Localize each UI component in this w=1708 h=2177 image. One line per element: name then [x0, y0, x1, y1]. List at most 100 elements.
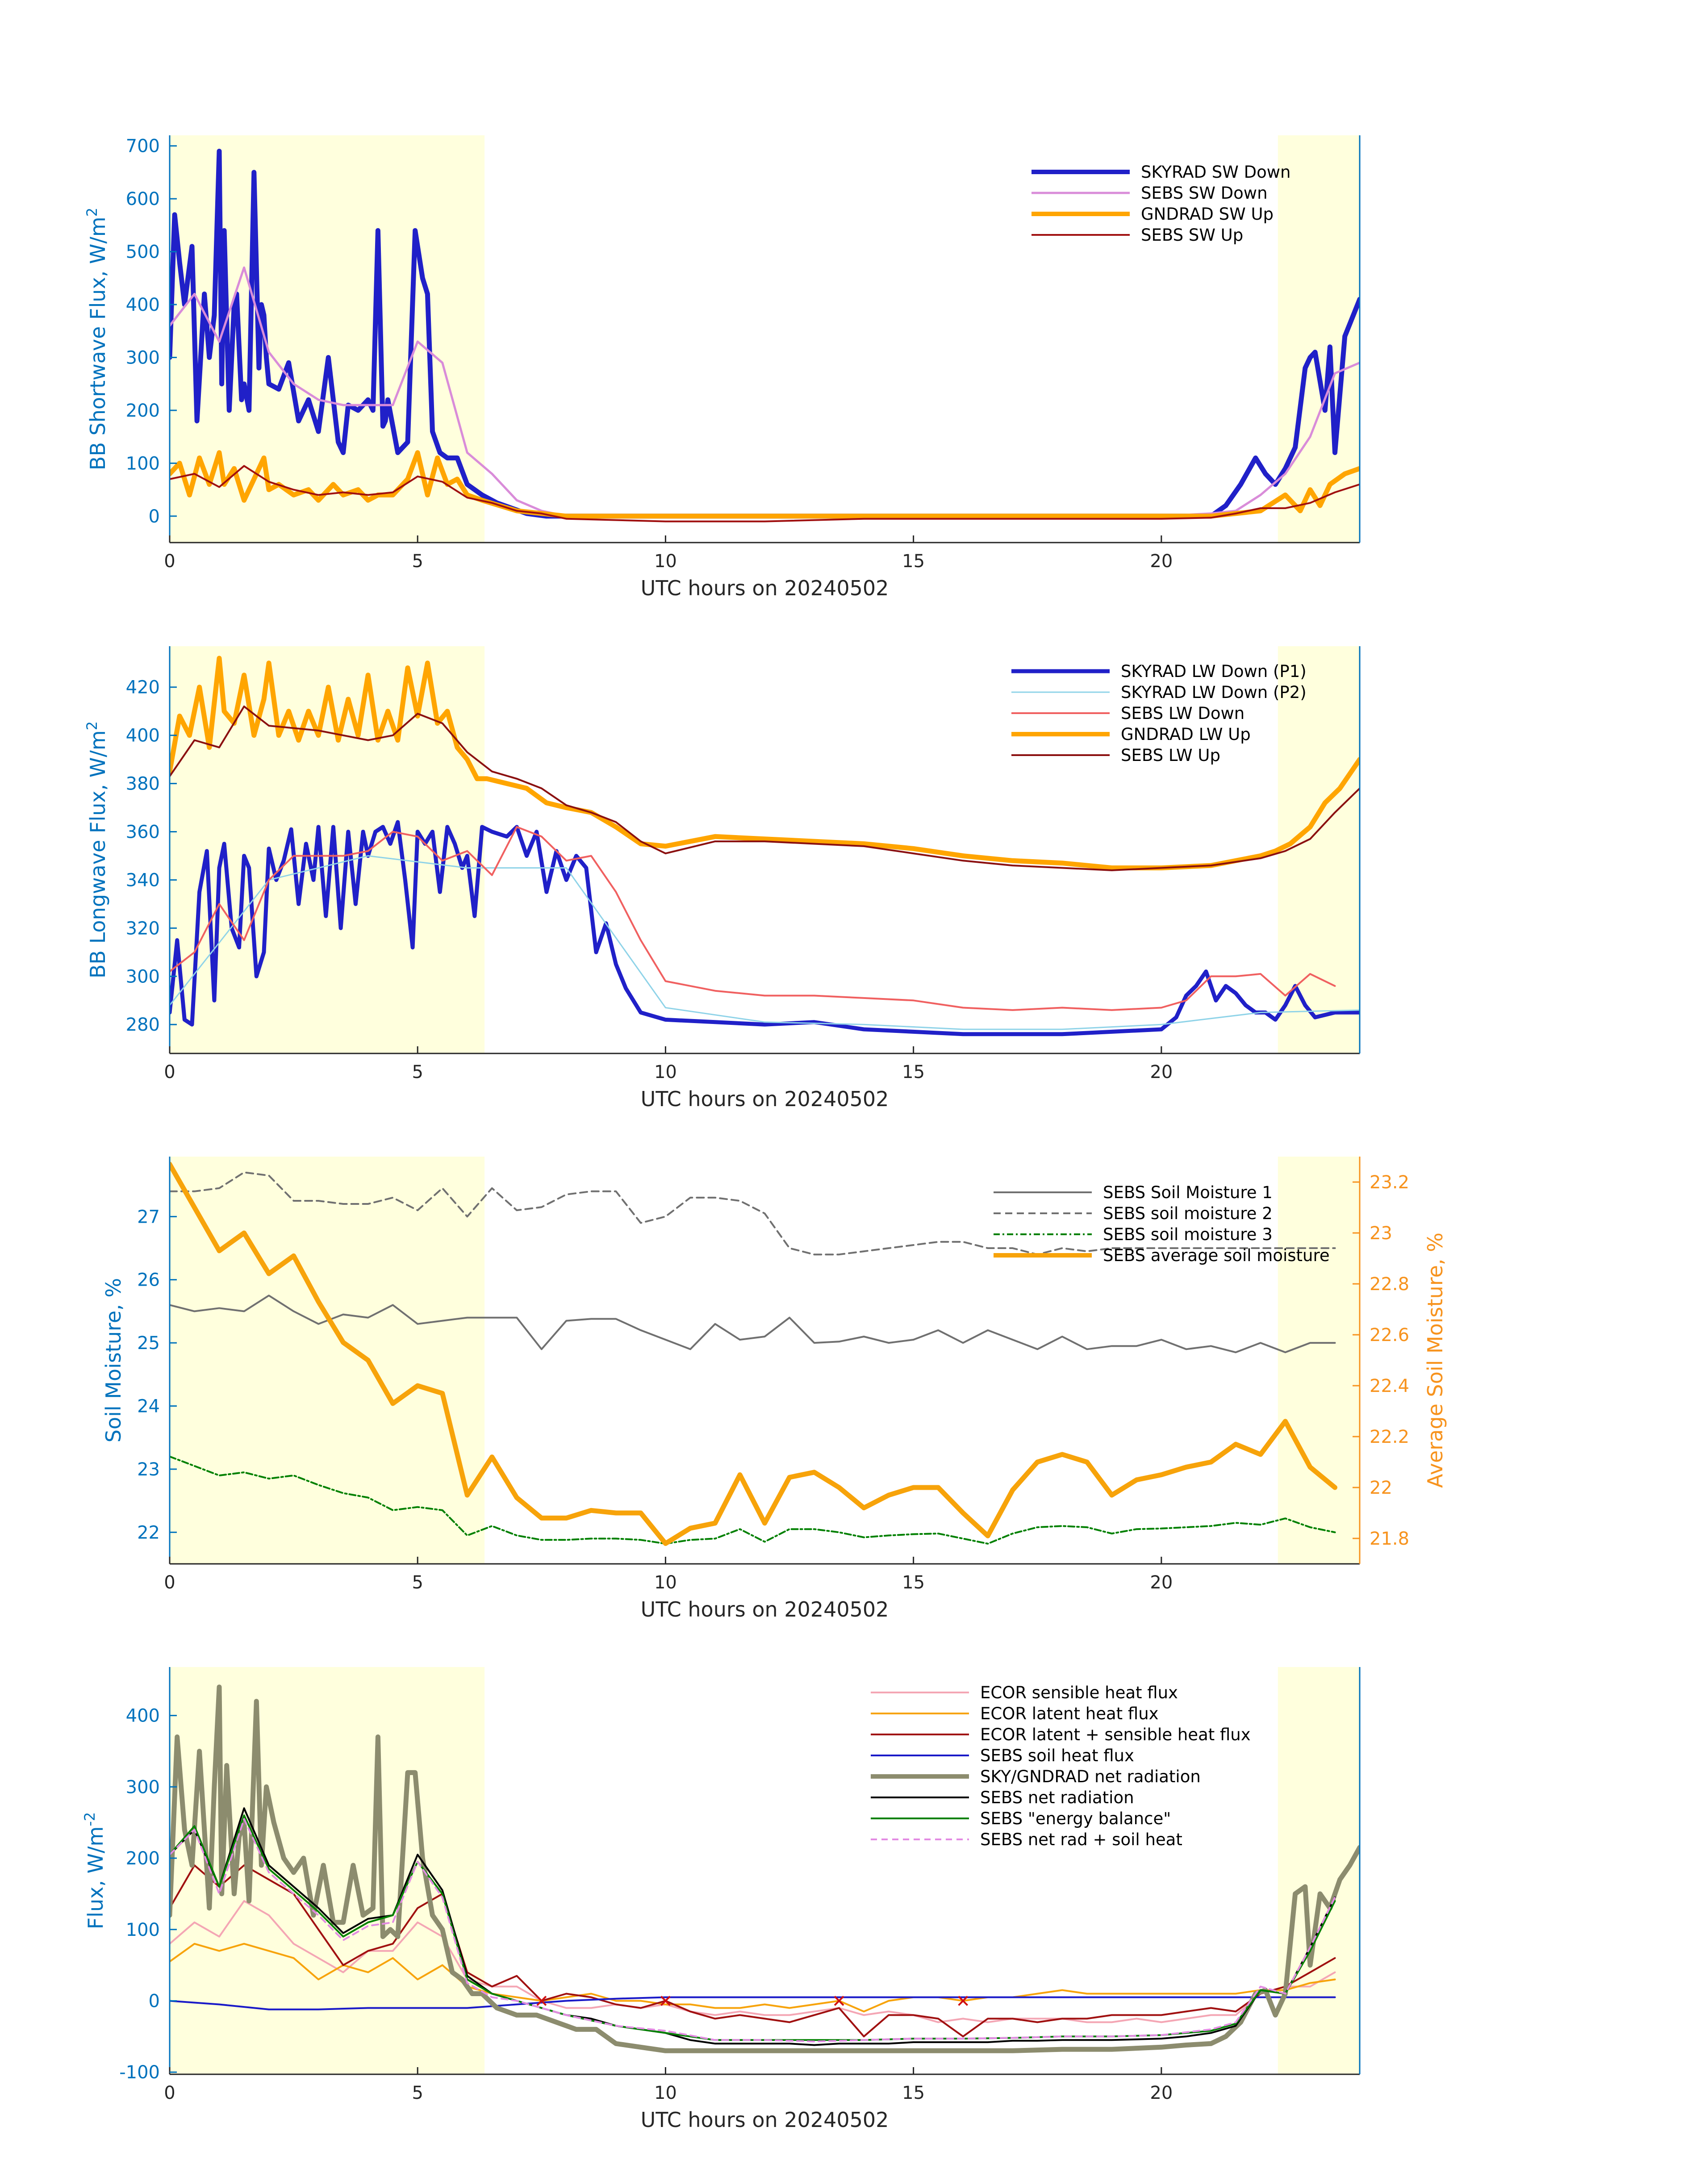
- x-tick-label: 15: [902, 1572, 925, 1593]
- x-tick-label: 10: [654, 1572, 677, 1593]
- x-tick-label: 0: [164, 2083, 175, 2103]
- y-tick-label: 22: [137, 1522, 160, 1543]
- y-tick-label: 400: [126, 726, 160, 746]
- y-tick-label: 200: [126, 401, 160, 421]
- y-tick-label: 0: [149, 506, 160, 527]
- x-tick-label: 10: [654, 1062, 677, 1082]
- y-tick-label: 100: [126, 453, 160, 474]
- right-tick-label: 22.4: [1370, 1376, 1409, 1396]
- series-line-skyrad-lw-down-p1-: [170, 820, 1360, 1036]
- night-shade-band: [1278, 135, 1360, 543]
- series-group: [170, 149, 1360, 522]
- legend-entry-label: ECOR sensible heat flux: [980, 1683, 1178, 1702]
- series-line-sebs-sw-down: [170, 266, 1360, 518]
- legend-entry-label: SKYRAD LW Down (P1): [1121, 662, 1307, 681]
- y-tick-label: -100: [119, 2062, 160, 2083]
- legend-entry-label: SEBS LW Down: [1121, 704, 1244, 723]
- series-line-sebs-soil-moisture-1: [170, 1295, 1336, 1354]
- right-tick-label: 21.8: [1370, 1529, 1409, 1549]
- x-tick-label: 20: [1150, 2083, 1173, 2103]
- flag-marker: [834, 1996, 844, 2006]
- right-axis-label: Average Soil Moisture, %: [1423, 1233, 1447, 1488]
- y-tick-label: 360: [126, 822, 160, 843]
- y-axis-label: Soil Moisture, %: [101, 1278, 125, 1442]
- legend-entry-label: SEBS net rad + soil heat: [980, 1830, 1182, 1849]
- x-tick-label: 20: [1150, 1062, 1173, 1082]
- y-axis-label-text: BB Shortwave Flux, W/m: [86, 217, 110, 470]
- y-tick-label: 400: [126, 295, 160, 315]
- series-line-sebs-net-radiation: [170, 1807, 1336, 2046]
- y-axis-label-text: Flux, W/m: [84, 1826, 108, 1930]
- series-line-sebs-lw-up: [170, 705, 1360, 871]
- series-line-skyrad-lw-down-p2-: [170, 855, 1360, 1030]
- series-line-ecor-latent-heat-flux: [170, 1943, 1336, 2013]
- x-tick-label: 0: [164, 1062, 175, 1082]
- legend: SEBS Soil Moisture 1 SEBS soil moisture 2…: [994, 1183, 1330, 1265]
- legend-entry-label: SEBS SW Down: [1141, 184, 1268, 203]
- x-tick-label: 15: [902, 551, 925, 572]
- series-line-gndrad-lw-up: [170, 656, 1360, 870]
- x-axis-label: UTC hours on 20240502: [641, 2108, 889, 2132]
- x-tick-label: 5: [412, 1062, 423, 1082]
- legend: SKYRAD LW Down (P1) SKYRAD LW Down (P2) SE…: [1011, 662, 1307, 765]
- series-line-sebs-average-soil-moisture: [170, 1162, 1337, 1546]
- legend-entry-label: SEBS LW Up: [1121, 746, 1220, 765]
- y-tick-label: 27: [137, 1207, 160, 1227]
- legend-entry-label: SEBS average soil moisture: [1103, 1246, 1330, 1265]
- y-tick-label: 23: [137, 1459, 160, 1480]
- y-axis-label-text: BB Longwave Flux, W/m: [86, 730, 110, 978]
- night-shade-band: [1278, 646, 1360, 1053]
- y-tick-label: 300: [126, 347, 160, 368]
- legend-entry-label: GNDRAD SW Up: [1141, 205, 1274, 224]
- series-line-sebs-sw-up: [170, 465, 1360, 522]
- legend-entry-label: ECOR latent + sensible heat flux: [980, 1725, 1251, 1744]
- series-line-skyrad-sw-down: [170, 149, 1360, 519]
- x-tick-label: 15: [902, 1062, 925, 1082]
- right-tick-label: 23.2: [1370, 1172, 1409, 1193]
- y-axis-label-superscript: 2: [84, 721, 100, 730]
- legend-entry-label: SEBS soil moisture 2: [1103, 1204, 1273, 1223]
- right-tick-label: 22.2: [1370, 1427, 1409, 1447]
- x-tick-label: 0: [164, 1572, 175, 1593]
- x-tick-label: 10: [654, 551, 677, 572]
- y-tick-label: 600: [126, 189, 160, 209]
- series-line-sebs-lw-down: [170, 826, 1336, 1011]
- right-tick-label: 22: [1370, 1478, 1392, 1498]
- y-tick-label: 300: [126, 966, 160, 987]
- y-tick-label: 100: [126, 1920, 160, 1940]
- legend-entry-label: SEBS soil heat flux: [980, 1746, 1134, 1765]
- y-tick-label: 320: [126, 918, 160, 939]
- legend-entry-label: SEBS "energy balance": [980, 1809, 1171, 1828]
- y-tick-label: 0: [149, 1991, 160, 2011]
- x-tick-label: 5: [412, 551, 423, 572]
- legend-entry-label: SKYRAD SW Down: [1141, 163, 1290, 182]
- series-group: [170, 656, 1360, 1036]
- x-tick-label: 5: [412, 1572, 423, 1593]
- y-tick-label: 700: [126, 136, 160, 157]
- y-axis-label-text: Soil Moisture, %: [101, 1278, 125, 1442]
- flag-marker: [536, 1996, 547, 2006]
- right-tick-label: 23: [1370, 1223, 1392, 1244]
- right-tick-label: 22.6: [1370, 1325, 1409, 1345]
- y-tick-label: 380: [126, 774, 160, 794]
- y-tick-label: 200: [126, 1848, 160, 1869]
- series-line-sebs-soil-moisture-2: [170, 1171, 1336, 1256]
- series-line-sky-gndrad-net-radiation: [170, 1684, 1360, 2053]
- legend: SKYRAD SW Down SEBS SW Down GNDRAD SW Up SE…: [1031, 163, 1290, 245]
- y-tick-label: 26: [137, 1270, 160, 1291]
- y-axis-label-superscript: 2: [84, 208, 100, 217]
- right-tick-label: 22.8: [1370, 1274, 1409, 1295]
- series-line-sebs-soil-moisture-3: [170, 1455, 1336, 1545]
- y-tick-label: 24: [137, 1396, 160, 1417]
- legend-entry-label: GNDRAD LW Up: [1121, 725, 1251, 744]
- series-line-ecor-latent-sensible-heat-flux: [170, 1864, 1336, 2038]
- x-tick-label: 0: [164, 551, 175, 572]
- legend-entry-label: ECOR latent heat flux: [980, 1704, 1159, 1723]
- chart-panel-2: 0 5 10 15 20 280 300 320 340 360 380 400 420 UTC hour…: [84, 646, 1361, 1111]
- y-axis-label: Flux, W/m-2: [81, 1812, 108, 1930]
- legend-entry-label: SEBS net radiation: [980, 1788, 1134, 1807]
- x-tick-label: 5: [412, 2083, 423, 2103]
- legend: ECOR sensible heat flux ECOR latent heat …: [871, 1683, 1251, 1849]
